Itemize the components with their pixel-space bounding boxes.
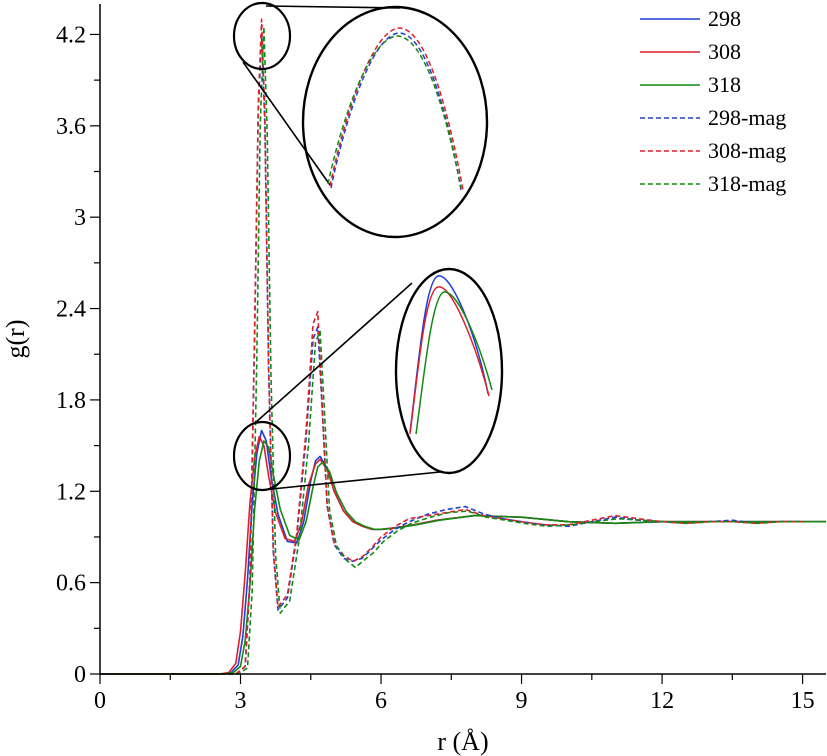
inset-top-zoom-circle [301,5,489,239]
axes-layer: 0 3 6 9 12 15 0 0.6 1.2 1.8 2.4 3 3.6 4.2 [56,4,826,714]
inset-top-zoom-curve [327,35,462,189]
inset-bottom-connector [261,471,441,491]
x-tick-label: 12 [650,688,674,714]
y-tick-label: 4.2 [56,22,86,48]
legend: 298 308 318 298-mag 308-mag 318-mag [640,6,786,196]
y-tick-label: 3.6 [56,114,86,140]
inset-top-connector [242,61,331,186]
inset-bottom-zoom-curve [409,286,490,435]
legend-label-308: 308 [708,39,741,64]
series-line-318 [100,440,826,675]
legend-label-298-mag: 298-mag [708,105,786,130]
inset-top-connector [265,5,401,9]
inset-top [232,1,489,239]
x-tick-label: 9 [516,688,528,714]
inset-bottom-zoom-curve [415,291,493,435]
inset-bottom-connector [254,282,413,424]
series-line-308 [100,435,826,675]
y-tick-label: 0 [74,662,86,688]
series-line-308-mag [100,18,803,675]
series-line-298-mag [100,33,803,675]
legend-label-298: 298 [708,6,741,31]
x-tick-label: 15 [791,688,815,714]
inset-bottom [232,267,504,492]
y-tick-label: 1.2 [56,479,86,505]
x-tick-label: 6 [375,688,387,714]
y-axis-label: g(r) [1,320,30,359]
inset-bottom-zoom-circle [394,267,504,475]
legend-label-318-mag: 318-mag [708,171,786,196]
x-axis-label: r (Å) [437,727,488,756]
x-tick-label: 0 [94,688,106,714]
inset-layer [232,1,504,492]
inset-top-small-circle [232,1,292,71]
y-tick-label: 1.8 [56,388,86,414]
y-tick-label: 0.6 [56,571,86,597]
y-tick-label: 2.4 [56,297,86,323]
y-tick-label: 3 [74,205,86,231]
series-line-318-mag [100,26,803,675]
x-tick-label: 3 [235,688,247,714]
series-layer [100,18,826,675]
inset-top-zoom-curve [329,27,464,191]
legend-label-308-mag: 308-mag [708,138,786,163]
inset-top-zoom-curve [330,32,462,191]
legend-label-318: 318 [708,72,741,97]
